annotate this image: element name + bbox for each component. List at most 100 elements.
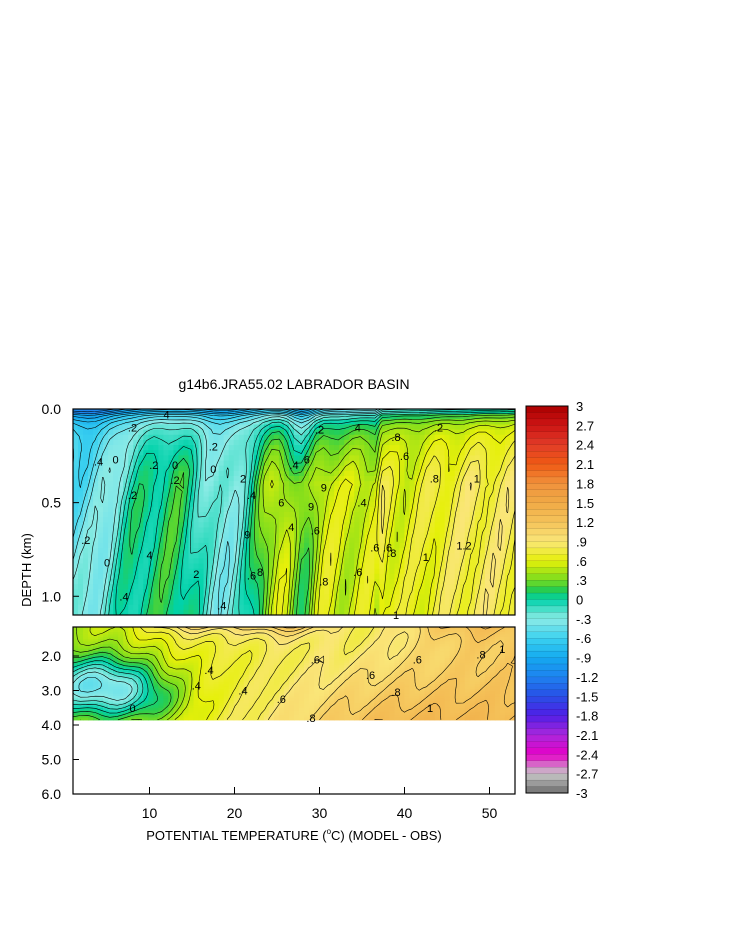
heatmap-cell [479, 486, 486, 492]
heatmap-cell [118, 481, 124, 487]
heatmap-cell [73, 662, 79, 666]
heatmap-cell [113, 424, 119, 431]
heatmap-cell [263, 609, 270, 615]
heatmap-cell [133, 684, 139, 688]
heatmap-cell [379, 460, 386, 467]
heatmap-cell [283, 445, 290, 451]
heatmap-cell [88, 679, 94, 683]
heatmap-cell [108, 700, 114, 704]
heatmap-cell [153, 599, 159, 606]
heatmap-cell [168, 629, 175, 633]
heatmap-cell [163, 609, 170, 615]
heatmap-cell [98, 568, 104, 575]
heatmap-cell [148, 609, 154, 615]
heatmap-cell [419, 424, 426, 431]
heatmap-cell [258, 501, 265, 508]
heatmap-cell [379, 481, 386, 487]
heatmap-cell [158, 696, 165, 700]
heatmap-cell [153, 465, 159, 472]
heatmap-cell [304, 434, 310, 441]
heatmap-cell [138, 696, 144, 700]
heatmap-cell [283, 548, 290, 554]
heatmap-cell [394, 517, 401, 523]
heatmap-cell [93, 573, 99, 580]
heatmap-cell [334, 537, 340, 544]
heatmap-cell [499, 439, 506, 446]
heatmap-cell [113, 578, 119, 585]
heatmap-cell [98, 424, 104, 431]
heatmap-cell [414, 548, 421, 554]
heatmap-cell [123, 651, 129, 655]
heatmap-cell [148, 700, 154, 704]
heatmap-cell [138, 651, 144, 655]
heatmap-cell [98, 715, 104, 719]
heatmap-cell [108, 419, 114, 426]
heatmap-cell [369, 455, 375, 462]
heatmap-cell [424, 568, 431, 575]
heatmap-cell [118, 693, 124, 697]
heatmap-cell [299, 486, 305, 492]
heatmap-cell [228, 599, 235, 606]
heatmap-cell [183, 684, 190, 688]
heatmap-cell [489, 517, 496, 523]
heatmap-cell [238, 665, 245, 669]
heatmap-cell [494, 501, 501, 508]
heatmap-cell [504, 532, 511, 539]
heatmap-cell [123, 639, 129, 643]
heatmap-cell [108, 409, 114, 415]
heatmap-cell [83, 496, 89, 503]
heatmap-cell [273, 491, 280, 498]
heatmap-cell [163, 522, 170, 529]
contour-label: 8 [257, 567, 263, 579]
heatmap-cell [88, 537, 94, 544]
heatmap-cell [163, 639, 170, 643]
heatmap-cell [178, 655, 185, 659]
heatmap-cell [243, 527, 250, 534]
heatmap-cell [148, 450, 154, 456]
heatmap-cell [173, 688, 180, 692]
heatmap-cell [294, 517, 300, 523]
heatmap-cell [128, 568, 134, 575]
heatmap-cell [223, 686, 230, 690]
heatmap-cell [208, 450, 215, 456]
heatmap-cell [288, 512, 295, 518]
heatmap-cell [88, 632, 94, 636]
heatmap-cell [329, 553, 335, 559]
heatmap-cell [474, 445, 481, 451]
heatmap-cell [339, 475, 345, 482]
heatmap-cell [178, 429, 185, 436]
heatmap-cell [193, 548, 200, 554]
heatmap-cell [243, 460, 250, 467]
heatmap-cell [138, 684, 144, 688]
heatmap-cell [238, 681, 245, 685]
heatmap-cell [168, 717, 175, 721]
heatmap-cell [479, 429, 486, 436]
heatmap-cell [83, 604, 89, 611]
heatmap-cell [73, 532, 79, 539]
heatmap-cell [78, 672, 84, 676]
heatmap-cell [263, 501, 270, 508]
heatmap-cell [379, 584, 386, 590]
heatmap-cell [148, 677, 154, 681]
heatmap-cell [118, 419, 124, 426]
heatmap-cell [133, 632, 139, 636]
heatmap-cell [78, 662, 84, 666]
heatmap-cell [344, 409, 350, 415]
heatmap-cell [78, 486, 84, 492]
heatmap-cell [424, 470, 431, 477]
heatmap-cell [123, 568, 129, 575]
heatmap-cell [283, 481, 290, 487]
heatmap-cell [419, 445, 426, 451]
heatmap-cell [178, 712, 185, 716]
heatmap-cell [163, 548, 170, 554]
contour-line [159, 414, 515, 615]
heatmap-cell [278, 429, 285, 436]
heatmap-cell [123, 594, 129, 601]
heatmap-cell [133, 655, 139, 659]
heatmap-cell [213, 604, 220, 611]
heatmap-cell [349, 553, 355, 559]
heatmap-cell [133, 677, 139, 681]
heatmap-cell [263, 470, 270, 477]
heatmap-cell [314, 599, 320, 606]
heatmap-cell [449, 481, 456, 487]
